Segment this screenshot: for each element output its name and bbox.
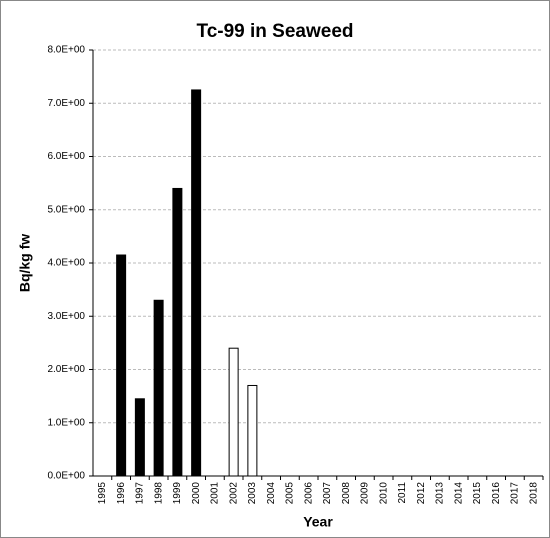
- bar: [134, 398, 145, 477]
- y-tick-label: 4.0E+00: [47, 258, 85, 269]
- y-axis-label: Bq/kg fw: [17, 234, 33, 292]
- chart-title: Tc-99 in Seaweed: [197, 21, 354, 42]
- x-tick-label: 2009: [360, 482, 371, 505]
- x-tick-label: 2013: [435, 482, 446, 505]
- bar: [247, 384, 258, 477]
- x-tick-label: 2006: [303, 482, 314, 505]
- x-tick-label: 1999: [172, 482, 183, 505]
- y-tick-label: 7.0E+00: [47, 98, 85, 109]
- x-tick-label: 2002: [228, 482, 239, 505]
- x-tick-label: 2003: [247, 482, 258, 505]
- x-tick-label: 2016: [491, 482, 502, 505]
- x-axis-label: Year: [303, 514, 333, 530]
- x-tick-label: 2011: [397, 482, 408, 504]
- bar: [172, 187, 183, 477]
- x-tick-label: 2018: [528, 482, 539, 505]
- x-tick-label: 2015: [472, 482, 483, 505]
- y-tick-label: 5.0E+00: [47, 204, 85, 215]
- x-tick-label: 2004: [266, 482, 277, 505]
- x-tick-label: 2001: [210, 482, 221, 505]
- x-tick-label: 2014: [453, 482, 464, 505]
- y-tick-label: 0.0E+00: [47, 471, 85, 482]
- x-tick-label: 2007: [322, 482, 333, 505]
- x-tick-label: 2017: [510, 482, 521, 505]
- bar: [191, 89, 202, 477]
- x-tick-label: 1996: [116, 482, 127, 505]
- y-tick-label: 8.0E+00: [47, 45, 85, 56]
- x-tick-label: 2012: [416, 482, 427, 505]
- y-tick-label: 1.0E+00: [47, 417, 85, 428]
- x-tick-label: 1998: [153, 482, 164, 505]
- y-tick-label: 3.0E+00: [47, 311, 85, 322]
- bar: [228, 347, 239, 477]
- x-tick-label: 2000: [191, 482, 202, 505]
- x-tick-label: 1997: [135, 482, 146, 505]
- x-tick-label: 1995: [97, 482, 108, 505]
- x-tick-label: 2005: [285, 482, 296, 505]
- x-tick-label: 2008: [341, 482, 352, 505]
- y-tick-label: 6.0E+00: [47, 151, 85, 162]
- bar: [116, 254, 127, 477]
- bar: [153, 299, 164, 477]
- y-tick-label: 2.0E+00: [47, 364, 85, 375]
- x-tick-label: 2010: [378, 482, 389, 505]
